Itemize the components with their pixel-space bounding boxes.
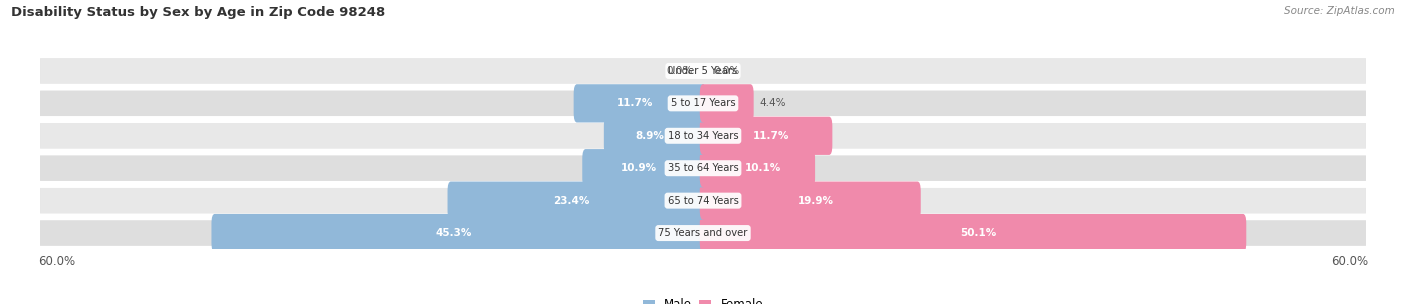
FancyBboxPatch shape xyxy=(582,149,706,187)
FancyBboxPatch shape xyxy=(700,84,754,123)
FancyBboxPatch shape xyxy=(41,188,1367,213)
FancyBboxPatch shape xyxy=(41,91,1367,116)
FancyBboxPatch shape xyxy=(41,156,1367,181)
FancyBboxPatch shape xyxy=(574,84,706,123)
Text: 23.4%: 23.4% xyxy=(554,196,589,206)
Text: 75 Years and over: 75 Years and over xyxy=(658,228,748,238)
FancyBboxPatch shape xyxy=(211,214,706,252)
Text: 11.7%: 11.7% xyxy=(754,131,790,141)
FancyBboxPatch shape xyxy=(41,123,1367,148)
Text: Source: ZipAtlas.com: Source: ZipAtlas.com xyxy=(1284,6,1395,16)
FancyBboxPatch shape xyxy=(41,91,1367,116)
FancyBboxPatch shape xyxy=(700,181,921,220)
Text: Disability Status by Sex by Age in Zip Code 98248: Disability Status by Sex by Age in Zip C… xyxy=(11,6,385,19)
FancyBboxPatch shape xyxy=(41,58,1367,84)
FancyBboxPatch shape xyxy=(41,58,1367,84)
Text: 11.7%: 11.7% xyxy=(616,98,652,108)
FancyBboxPatch shape xyxy=(41,156,1367,181)
FancyBboxPatch shape xyxy=(700,117,832,155)
FancyBboxPatch shape xyxy=(603,117,706,155)
FancyBboxPatch shape xyxy=(41,123,1367,148)
Text: 35 to 64 Years: 35 to 64 Years xyxy=(668,163,738,173)
Text: 18 to 34 Years: 18 to 34 Years xyxy=(668,131,738,141)
FancyBboxPatch shape xyxy=(41,220,1367,246)
Legend: Male, Female: Male, Female xyxy=(643,299,763,304)
Text: 0.0%: 0.0% xyxy=(714,66,740,76)
FancyBboxPatch shape xyxy=(447,181,706,220)
Text: 19.9%: 19.9% xyxy=(797,196,834,206)
FancyBboxPatch shape xyxy=(700,214,1246,252)
Text: Under 5 Years: Under 5 Years xyxy=(668,66,738,76)
Text: 50.1%: 50.1% xyxy=(960,228,997,238)
Text: 65 to 74 Years: 65 to 74 Years xyxy=(668,196,738,206)
Text: 5 to 17 Years: 5 to 17 Years xyxy=(671,98,735,108)
FancyBboxPatch shape xyxy=(41,220,1367,246)
Text: 0.0%: 0.0% xyxy=(666,66,692,76)
Text: 8.9%: 8.9% xyxy=(636,131,664,141)
Text: 45.3%: 45.3% xyxy=(436,228,471,238)
FancyBboxPatch shape xyxy=(41,188,1367,213)
Text: 10.9%: 10.9% xyxy=(621,163,657,173)
Text: 4.4%: 4.4% xyxy=(759,98,786,108)
FancyBboxPatch shape xyxy=(700,149,815,187)
Text: 10.1%: 10.1% xyxy=(745,163,780,173)
